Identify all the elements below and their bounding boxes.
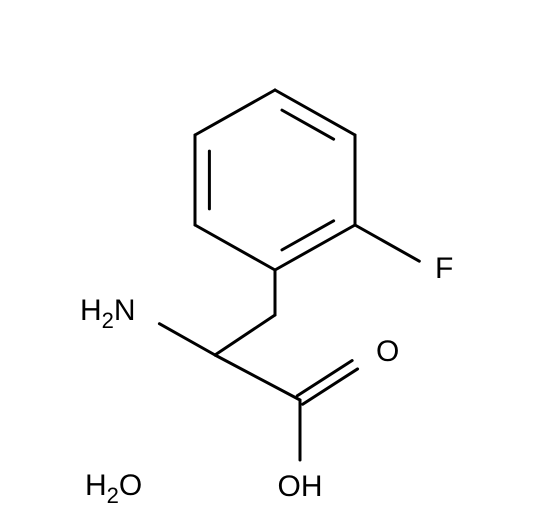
molecule-diagram: F O OH H2N H2O (0, 0, 550, 523)
svg-text:H2O: H2O (85, 469, 142, 508)
svg-text:O: O (376, 335, 399, 368)
svg-text:H2N: H2N (80, 294, 136, 333)
svg-text:F: F (435, 252, 453, 285)
svg-text:OH: OH (278, 470, 323, 503)
